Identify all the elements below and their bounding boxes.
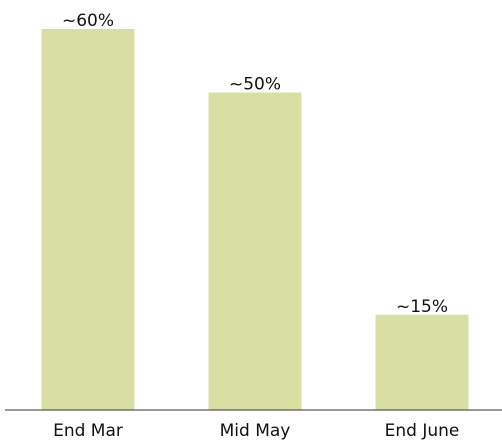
value-label: ~60%	[62, 11, 114, 31]
bar	[41, 29, 135, 410]
x-tick-label: End June	[385, 421, 460, 440]
x-tick-label: Mid May	[220, 421, 291, 440]
value-label: ~50%	[229, 75, 281, 95]
bar	[208, 92, 302, 410]
bar	[375, 314, 469, 410]
x-tick-label: End Mar	[53, 421, 123, 440]
value-label: ~15%	[396, 297, 448, 317]
